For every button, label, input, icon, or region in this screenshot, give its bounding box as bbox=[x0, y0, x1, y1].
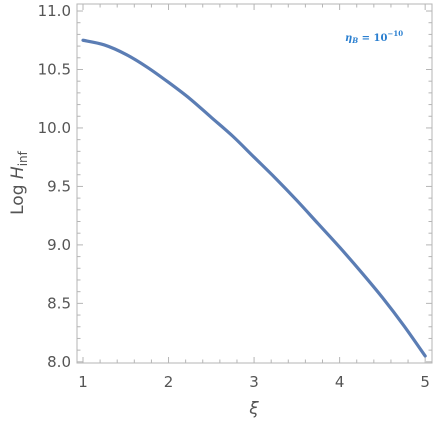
x-tick-label: 2 bbox=[164, 373, 174, 391]
tick-labels: 1 2 3 4 5 8.0 8.5 9.0 9.5 10.0 10.5 11.0 bbox=[38, 2, 430, 391]
x-tick-label: 5 bbox=[420, 373, 430, 391]
y-axis-title-prefix: Log bbox=[8, 179, 28, 215]
ticks bbox=[77, 4, 432, 363]
y-axis-title: Log Hinf bbox=[8, 150, 30, 215]
annotation-equals: = bbox=[358, 33, 373, 44]
y-tick-label: 10.0 bbox=[38, 119, 71, 137]
y-tick-label: 10.5 bbox=[38, 60, 71, 78]
annotation-subscript: B bbox=[351, 36, 358, 45]
annotation-symbol: η bbox=[345, 33, 352, 44]
annotation-exponent: −10 bbox=[387, 29, 403, 38]
y-tick-label: 11.0 bbox=[38, 2, 71, 20]
y-tick-label: 8.0 bbox=[47, 353, 71, 371]
x-tick-label: 1 bbox=[78, 373, 88, 391]
x-tick-label: 4 bbox=[335, 373, 345, 391]
x-axis-title: ξ bbox=[248, 399, 259, 419]
annotation-base: 10 bbox=[374, 33, 388, 44]
y-axis-title-symbol: H bbox=[8, 166, 28, 179]
y-tick-label: 8.5 bbox=[47, 294, 71, 312]
y-tick-label: 9.0 bbox=[47, 236, 71, 254]
x-tick-label: 3 bbox=[249, 373, 259, 391]
y-tick-label: 9.5 bbox=[47, 177, 71, 195]
y-axis-title-subscript: inf bbox=[16, 150, 30, 166]
annotation: ηB = 10−10 bbox=[345, 29, 403, 45]
series-line bbox=[81, 38, 427, 358]
